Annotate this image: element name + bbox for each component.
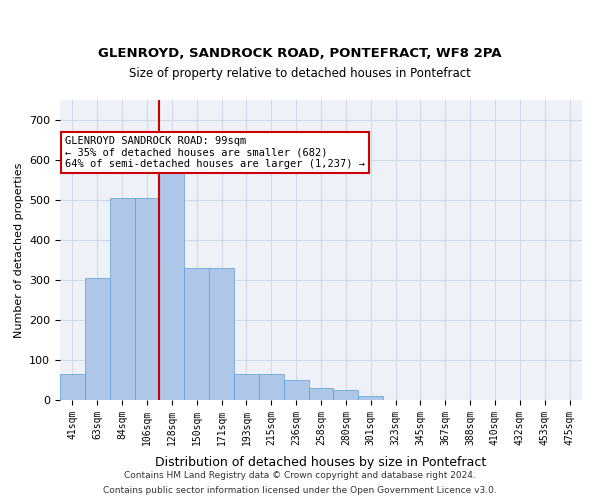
Bar [134, 198, 160, 400]
Bar [284, 380, 308, 400]
Bar [209, 268, 234, 400]
Bar [259, 374, 284, 400]
Text: Contains HM Land Registry data © Crown copyright and database right 2024.: Contains HM Land Registry data © Crown c… [124, 471, 476, 480]
Bar [358, 396, 383, 400]
Text: GLENROYD, SANDROCK ROAD, PONTEFRACT, WF8 2PA: GLENROYD, SANDROCK ROAD, PONTEFRACT, WF8… [98, 47, 502, 60]
X-axis label: Distribution of detached houses by size in Pontefract: Distribution of detached houses by size … [155, 456, 487, 469]
Bar [184, 268, 209, 400]
Bar [234, 374, 259, 400]
Text: Size of property relative to detached houses in Pontefract: Size of property relative to detached ho… [129, 67, 471, 80]
Text: GLENROYD SANDROCK ROAD: 99sqm
← 35% of detached houses are smaller (682)
64% of : GLENROYD SANDROCK ROAD: 99sqm ← 35% of d… [65, 136, 365, 169]
Bar [334, 390, 358, 400]
Bar [110, 198, 134, 400]
Bar [60, 374, 85, 400]
Y-axis label: Number of detached properties: Number of detached properties [14, 162, 23, 338]
Bar [85, 278, 110, 400]
Text: Contains public sector information licensed under the Open Government Licence v3: Contains public sector information licen… [103, 486, 497, 495]
Bar [308, 388, 334, 400]
Bar [160, 168, 184, 400]
